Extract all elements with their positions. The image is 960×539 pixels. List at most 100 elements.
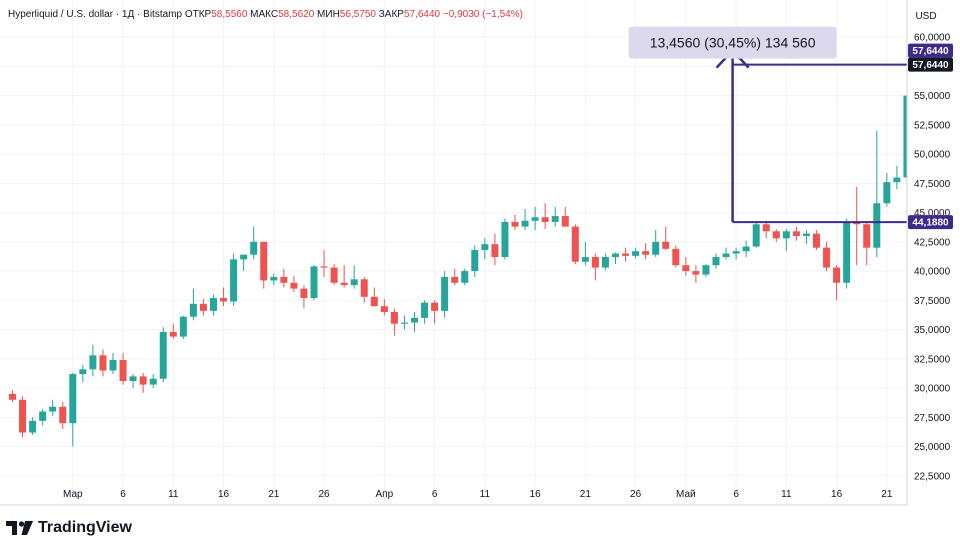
candle-body — [752, 224, 760, 247]
candle-body — [461, 271, 469, 283]
candle-body — [370, 296, 378, 307]
candle-body — [782, 231, 790, 239]
x-tick-label: Мар — [63, 489, 83, 500]
y-tick-label: 55,0000 — [914, 91, 951, 102]
brand-name: TradingView — [38, 519, 132, 536]
low-label: МИН — [317, 9, 340, 20]
candle-body — [792, 231, 800, 236]
candle-body — [340, 282, 348, 286]
candle-body — [199, 303, 207, 311]
y-tick-label: 37,5000 — [914, 296, 951, 307]
y-tick-label: 22,5000 — [914, 471, 951, 482]
x-tick-label: Апр — [376, 489, 394, 500]
candle-body — [39, 411, 47, 421]
x-tick-label: 16 — [218, 489, 230, 500]
candle-body — [501, 221, 509, 258]
candle-body — [863, 224, 871, 248]
candle-body — [802, 233, 810, 236]
candle-body — [189, 303, 197, 317]
candle-body — [551, 216, 559, 222]
candle-body — [350, 279, 358, 286]
candle-body — [49, 406, 57, 412]
candle-body — [571, 226, 579, 262]
candle-body — [79, 369, 87, 375]
candle-body — [240, 254, 248, 260]
x-tick-label: 21 — [580, 489, 592, 500]
candle-body — [9, 393, 16, 400]
candle-body — [853, 221, 861, 225]
price-axis-bg[interactable] — [907, 0, 960, 519]
candle-body — [873, 203, 881, 248]
y-tick-label: 40,0000 — [914, 267, 951, 278]
time-axis[interactable]: Мар 6 11 16 21 26 Апр 6 11 16 21 26 Май 6 11 16 21 — [0, 489, 907, 506]
candle-body — [260, 241, 268, 281]
candle-body — [109, 359, 117, 371]
candle-body — [250, 241, 258, 255]
candle-body — [742, 246, 750, 252]
x-tick-label: 11 — [480, 489, 491, 500]
x-tick-label: 6 — [120, 489, 126, 500]
x-tick-label: 26 — [318, 489, 330, 500]
candle-body — [220, 297, 228, 302]
candle-body — [632, 251, 640, 256]
y-tick-label: 47,5000 — [914, 179, 951, 190]
candle-body — [411, 317, 418, 323]
candle-body — [330, 267, 338, 283]
candle-body — [581, 257, 589, 262]
candle-body — [692, 271, 700, 275]
low-value: 56,5750 — [339, 9, 376, 20]
candle-body — [89, 355, 97, 370]
candle-body — [481, 244, 489, 251]
candlestick-chart[interactable]: 13,4560 (30,45%) 134 560 22,500025,00002… — [0, 0, 960, 519]
candle-body — [270, 276, 278, 281]
candle-body — [310, 266, 318, 298]
candle-body — [672, 248, 680, 266]
x-tick-label: 16 — [831, 489, 843, 500]
measure-low-price: 44,1880 — [912, 218, 949, 229]
currency-button[interactable]: USD — [915, 10, 937, 22]
measure-label-text: 13,4560 (30,45%) 134 560 — [650, 35, 816, 51]
candle-body — [119, 359, 127, 382]
candle-body — [813, 233, 820, 248]
x-tick-label: 11 — [781, 489, 792, 500]
x-tick-label: 21 — [268, 489, 280, 500]
measure-label-box[interactable] — [628, 26, 837, 59]
candle-body — [451, 276, 459, 283]
candle-body — [531, 217, 539, 221]
symbol-title: Hyperliquid / U.S. dollar · 1Д · Bitstam… — [8, 9, 183, 20]
candle-body — [19, 399, 27, 433]
candle-body — [69, 374, 77, 424]
x-tick-label: 6 — [733, 489, 739, 500]
y-tick-label: 27,5000 — [914, 413, 951, 424]
candle-body — [662, 241, 670, 249]
candle-body — [431, 302, 439, 311]
change-value: −0,9030 (−1,54%) — [442, 9, 523, 20]
tradingview-logo[interactable]: TradingView — [6, 519, 132, 537]
close-label: ЗАКР — [378, 9, 404, 20]
candle-body — [280, 276, 288, 283]
candle-body — [390, 312, 398, 324]
candle-body — [210, 297, 217, 311]
candle-body — [360, 279, 368, 297]
candle-body — [601, 257, 609, 268]
candle-body — [591, 257, 599, 268]
candle-body — [843, 221, 851, 283]
candle-body — [320, 266, 328, 268]
x-tick-label: 26 — [630, 489, 642, 500]
measure-high-price: 57,6440 — [912, 46, 949, 57]
y-tick-label: 45,0000 — [914, 208, 951, 219]
candle-body — [561, 216, 569, 227]
candle-body — [300, 288, 308, 298]
candle-body — [521, 220, 529, 227]
measure-tool[interactable]: 13,4560 (30,45%) 134 560 — [628, 26, 907, 224]
candle-body — [400, 322, 408, 324]
candle-body — [702, 265, 710, 275]
y-tick-label: 42,5000 — [914, 237, 951, 248]
candle-body — [421, 302, 429, 318]
measure-high-price-bg — [908, 43, 953, 58]
y-tick-label: 60,0000 — [914, 33, 951, 44]
candle-body — [59, 406, 67, 424]
x-tick-label: 16 — [530, 489, 542, 500]
price-axis[interactable]: 22,5000 25,0000 27,5000 30,0000 32,5000 35,00… — [906, 0, 960, 519]
last-price: 57,6440 — [912, 60, 949, 71]
